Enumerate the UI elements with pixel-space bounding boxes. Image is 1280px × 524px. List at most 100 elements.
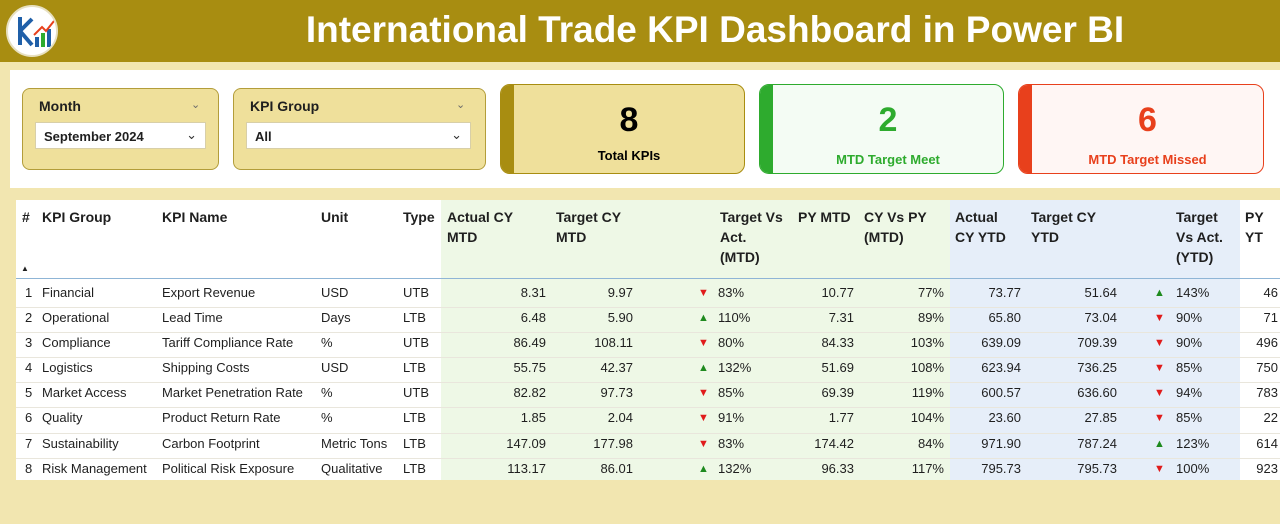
sort-ascending-icon[interactable]: ▲ [21,264,29,273]
down-triangle-icon: ▼ [698,337,709,349]
cell-target-mtd: 5.90 [607,310,633,325]
cell-name: Lead Time [162,310,223,325]
title-bar: International Trade KPI Dashboard in Pow… [0,0,1280,62]
cell-py-mtd: 51.69 [821,360,854,375]
cell-tva-ytd: 100% [1176,461,1210,476]
column-header-line: Actual [955,209,998,225]
column-header-line: MTD [556,229,587,245]
column-header-line: CY Vs PY [864,209,927,225]
cell-group: Operational [42,310,110,325]
down-triangle-icon: ▼ [1154,337,1165,349]
cell-tva-mtd: 83% [718,285,745,300]
cell-target-ytd: 73.04 [1084,310,1117,325]
column-header-line: MTD [447,229,478,245]
cell-num: 6 [25,410,33,425]
column-header-cyvspy-mtd[interactable]: CY Vs PY (MTD) [864,207,927,247]
cell-actual-ytd: 600.57 [981,385,1021,400]
cell-cyvspy-mtd: 104% [910,410,944,425]
cell-actual-mtd: 147.09 [506,436,546,451]
cell-name: Product Return Rate [162,410,281,425]
cell-target-ytd: 27.85 [1084,410,1117,425]
cell-py-ytd: 71 [1263,310,1278,325]
column-header-line: (MTD) [720,249,760,265]
cell-unit: USD [321,285,349,300]
cell-target-ytd: 51.64 [1084,285,1117,300]
column-header-py-ytd[interactable]: PY YT [1245,207,1280,247]
column-header-line: Vs Act. [1176,229,1223,245]
cell-tva-mtd: 91% [718,410,745,425]
column-header-line: CY YTD [955,229,1006,245]
cell-type: LTB [403,461,426,476]
month-dropdown-value: September 2024 [44,129,144,144]
down-triangle-icon: ▼ [1154,412,1165,424]
kpi-group-dropdown[interactable]: All ⌄ [246,122,471,149]
cell-target-ytd: 736.25 [1077,360,1117,375]
column-header-target-mtd[interactable]: Target CY MTD [556,207,621,247]
cell-py-ytd: 614 [1256,436,1278,451]
chevron-down-icon[interactable]: ⌄ [456,99,466,111]
kpi-group-slicer[interactable]: KPI Group ⌄ All ⌄ [233,88,486,170]
up-triangle-icon: ▲ [1154,438,1165,450]
column-header-unit[interactable]: Unit [321,207,348,227]
column-header-line: # [22,209,30,225]
column-header-group[interactable]: KPI Group [42,207,111,227]
row-divider [16,307,1280,308]
cell-num: 4 [25,360,33,375]
month-dropdown[interactable]: September 2024 ⌄ [35,122,206,149]
column-header-type[interactable]: Type [403,207,435,227]
cell-py-mtd: 7.31 [828,310,854,325]
cell-py-ytd: 22 [1263,410,1278,425]
column-header-line: Target [1176,209,1218,225]
column-header-tva-ytd[interactable]: Target Vs Act. (YTD) [1176,207,1223,267]
cell-target-mtd: 2.04 [607,410,633,425]
chevron-down-icon[interactable]: ⌄ [186,127,197,142]
row-divider [16,433,1280,434]
cell-unit: % [321,335,333,350]
cell-py-ytd: 783 [1256,385,1278,400]
cell-tva-ytd: 143% [1176,285,1210,300]
column-header-num[interactable]: # [22,207,30,227]
cell-type: UTB [403,285,429,300]
column-header-actual-ytd[interactable]: Actual CY YTD [955,207,1006,247]
mtd-target-meet-label: MTD Target Meet [836,152,940,167]
column-header-actual-mtd[interactable]: Actual CY MTD [447,207,513,247]
chevron-down-icon[interactable]: ⌄ [191,99,201,111]
cell-name: Political Risk Exposure [162,461,295,476]
month-slicer[interactable]: Month ⌄ September 2024 ⌄ [22,88,219,170]
cell-actual-ytd: 23.60 [988,410,1021,425]
cell-actual-ytd: 971.90 [981,436,1021,451]
down-triangle-icon: ▼ [1154,463,1165,475]
mtd-target-meet-value: 2 [878,101,898,139]
cell-unit: Qualitative [321,461,383,476]
page-title: International Trade KPI Dashboard in Pow… [305,9,1125,50]
cell-cyvspy-mtd: 119% [911,385,944,400]
column-header-py-mtd[interactable]: PY MTD [798,207,851,227]
column-header-line: (MTD) [864,229,904,245]
card-accent-bar [760,85,773,173]
cell-tva-ytd: 85% [1176,360,1203,375]
cell-tva-mtd: 83% [718,436,745,451]
cell-name: Export Revenue [162,285,256,300]
mtd-target-missed-label: MTD Target Missed [1088,152,1207,167]
column-header-name[interactable]: KPI Name [162,207,227,227]
cell-py-ytd: 923 [1256,461,1278,476]
cell-target-mtd: 108.11 [594,335,633,350]
cell-type: UTB [403,335,429,350]
column-header-line: (YTD) [1176,249,1214,265]
cell-target-ytd: 636.60 [1077,385,1117,400]
cell-num: 3 [25,335,33,350]
cell-py-ytd: 46 [1263,285,1278,300]
cell-name: Tariff Compliance Rate [162,335,294,350]
cell-actual-mtd: 1.85 [520,410,546,425]
column-header-line: YTD [1031,229,1059,245]
cell-target-ytd: 709.39 [1077,335,1117,350]
cell-cyvspy-mtd: 89% [917,310,944,325]
column-header-tva-mtd[interactable]: Target Vs Act. (MTD) [720,207,783,267]
row-divider [16,382,1280,383]
cell-target-ytd: 787.24 [1077,436,1117,451]
cell-cyvspy-mtd: 117% [911,461,944,476]
cell-actual-mtd: 113.17 [507,461,546,476]
column-header-target-ytd[interactable]: Target CY YTD [1031,207,1096,247]
cell-actual-mtd: 55.75 [513,360,546,375]
chevron-down-icon[interactable]: ⌄ [451,127,462,142]
